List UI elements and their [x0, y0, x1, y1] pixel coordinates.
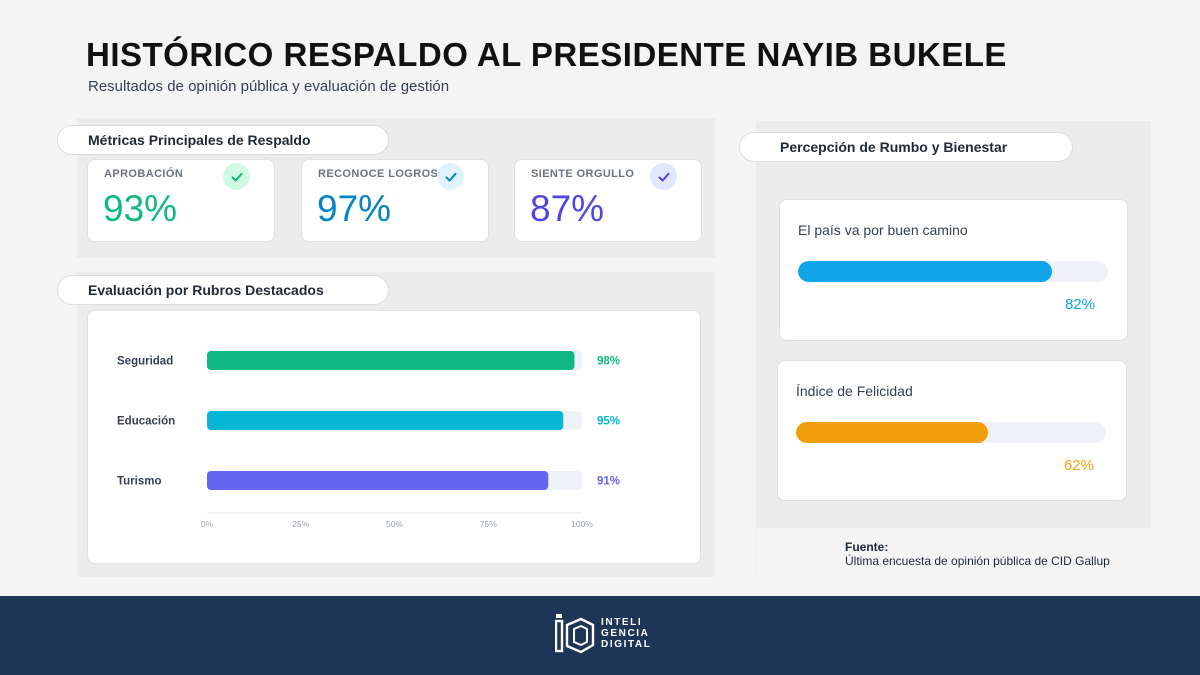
bar-value-label: 95%: [597, 416, 620, 428]
footer-bar: [0, 596, 1200, 675]
metric-card-aprobacion: APROBACIÓN 93%: [87, 159, 275, 242]
metric-label: RECONOCE LOGROS: [318, 168, 439, 180]
rubros-bar-chart: Seguridad 98% Educación 95% Turismo 91% 0% 25% 5…: [117, 351, 620, 529]
rumbo-bar-track: [798, 261, 1108, 282]
source-title: Fuente:: [845, 540, 889, 554]
metric-card-reconoce-logros: RECONOCE LOGROS 97%: [301, 159, 489, 242]
bar-category-label: Turismo: [117, 476, 162, 488]
inteligencia-digital-logo: INTELI GENCIA DIGITAL: [555, 613, 655, 655]
rubros-section-title: Evaluación por Rubros Destacados: [57, 275, 389, 305]
source-text: Última encuesta de opinión pública de CI…: [845, 554, 1110, 568]
check-glyph-icon: [231, 172, 242, 181]
metric-value: 93%: [103, 188, 178, 229]
metric-card-siente-orgullo: SIENTE ORGULLO 87%: [514, 159, 702, 242]
rumbo-label: El país va por buen camino: [798, 222, 968, 238]
metric-value: 87%: [530, 188, 605, 229]
rumbo-card-felicidad: Índice de Felicidad 62%: [777, 360, 1127, 501]
rumbo-card-buen-camino: El país va por buen camino 82%: [779, 199, 1128, 341]
rumbo-value: 82%: [1064, 296, 1095, 313]
rumbo-panel: [756, 121, 1151, 571]
rumbo-bar-fill: [796, 422, 989, 443]
check-glyph-icon: [658, 172, 669, 181]
logo-mark-icon: [555, 614, 595, 654]
x-tick-label: 50%: [386, 519, 403, 529]
rumbo-section-title: Percepción de Rumbo y Bienestar: [739, 132, 1073, 162]
logo-line: INTELI: [601, 617, 643, 628]
bar-value-label: 91%: [597, 476, 620, 488]
bar: [207, 351, 575, 370]
bar-category-label: Educación: [117, 416, 175, 428]
check-glyph-icon: [445, 172, 456, 181]
x-tick-label: 25%: [292, 519, 309, 529]
bar: [207, 411, 564, 430]
metric-label: SIENTE ORGULLO: [531, 168, 635, 180]
metric-value: 97%: [317, 188, 392, 229]
logo-line: DIGITAL: [601, 639, 652, 650]
check-icon: [223, 163, 250, 190]
rumbo-bar-track: [796, 422, 1106, 443]
rumbo-label: Índice de Felicidad: [796, 383, 913, 399]
metric-label: APROBACIÓN: [104, 168, 184, 180]
page-subtitle: Resultados de opinión pública y evaluaci…: [88, 78, 450, 95]
source-box: [757, 528, 1151, 572]
check-icon: [437, 163, 464, 190]
metrics-section-title: Métricas Principales de Respaldo: [57, 125, 389, 155]
rumbo-value: 62%: [1063, 457, 1094, 474]
bar-value-label: 98%: [597, 356, 620, 368]
check-icon: [650, 163, 677, 190]
logo-line: GENCIA: [601, 628, 650, 639]
rubros-chart-card: Seguridad 98% Educación 95% Turismo 91% 0% 25% 5…: [87, 310, 701, 564]
logo-wordmark: INTELI GENCIA DIGITAL: [601, 617, 651, 650]
x-tick-label: 0%: [201, 519, 214, 529]
x-tick-label: 75%: [480, 519, 497, 529]
bar: [207, 471, 549, 490]
bar-category-label: Seguridad: [117, 356, 173, 368]
page-title: HISTÓRICO RESPALDO AL PRESIDENTE NAYIB B…: [86, 36, 1007, 73]
x-tick-label: 100%: [571, 519, 593, 529]
rumbo-bar-fill: [798, 261, 1053, 282]
